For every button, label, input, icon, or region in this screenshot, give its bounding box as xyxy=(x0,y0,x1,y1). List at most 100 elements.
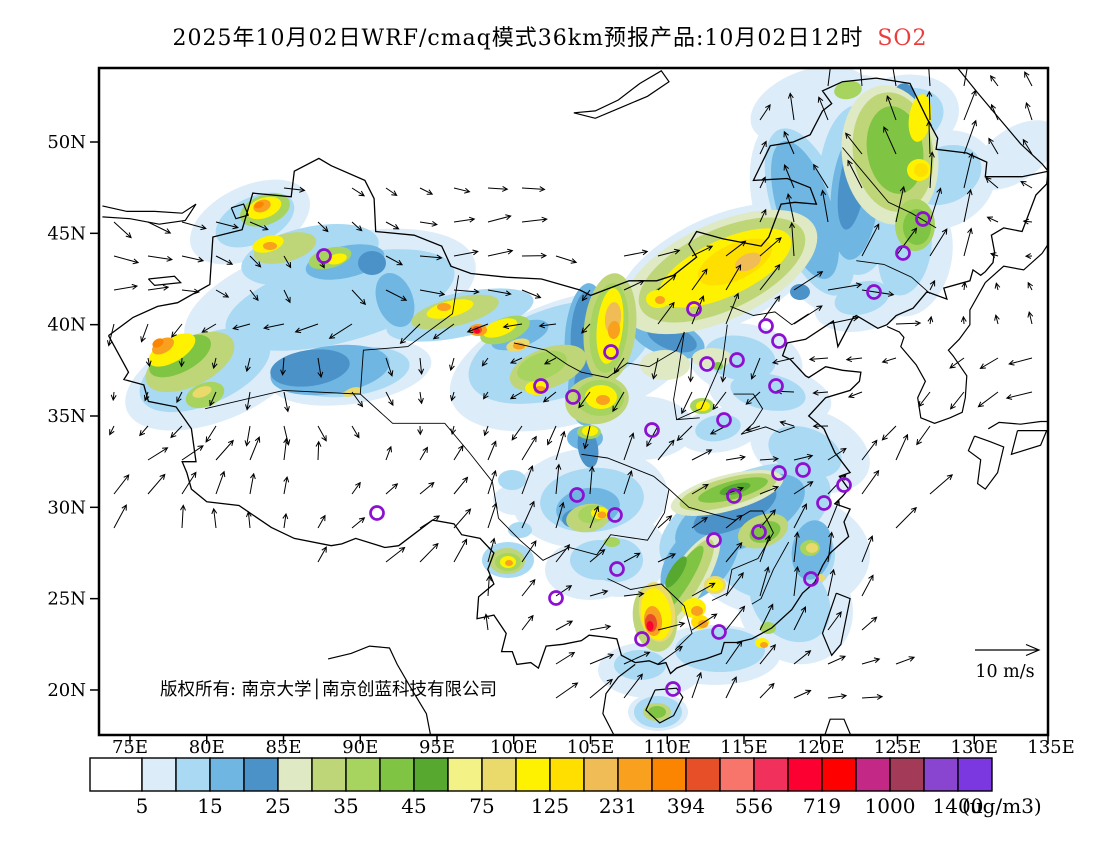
contour-blob xyxy=(768,425,842,479)
wind-arrow-icon xyxy=(140,323,149,343)
wind-arrow-icon xyxy=(419,254,443,261)
colorbar-tick-label: 15 xyxy=(197,794,222,818)
wind-arrow-icon xyxy=(555,501,565,529)
station-marker xyxy=(795,462,811,478)
contour-blob xyxy=(734,252,762,272)
wind-arrow-icon xyxy=(691,268,708,291)
wind-arrow-icon xyxy=(107,323,115,347)
wind-arrow-icon xyxy=(215,289,230,298)
wind-arrow-icon xyxy=(847,391,863,399)
colorbar-tick-label: 1400 xyxy=(933,794,984,818)
wind-arrow-icon xyxy=(453,444,464,461)
contour-blob xyxy=(508,522,532,538)
wind-arrow-icon xyxy=(927,315,934,325)
contour-blob xyxy=(375,272,415,328)
contour-blob xyxy=(760,642,768,648)
colorbar-tick-label: 25 xyxy=(265,794,290,818)
province-border-line xyxy=(668,488,774,601)
wind-arrow-icon xyxy=(509,391,523,400)
wind-arrow-icon xyxy=(170,425,183,439)
y-tick-label: 30N xyxy=(47,497,86,518)
colorbar-cell xyxy=(481,757,517,792)
wind-arrow-icon xyxy=(113,504,127,529)
wind-arrow-icon xyxy=(139,425,149,437)
station-marker xyxy=(836,477,852,493)
wind-arrow-icon xyxy=(582,425,591,450)
contour-blob xyxy=(691,606,703,616)
wind-arrow-icon xyxy=(181,471,197,495)
colorbar-tick-label: 75 xyxy=(469,794,494,818)
wind-arrow-icon xyxy=(989,252,999,258)
contour-blob xyxy=(498,470,526,490)
province-border-line xyxy=(673,331,700,421)
wind-arrow-icon xyxy=(779,420,795,427)
wind-arrow-icon xyxy=(385,221,400,230)
wind-arrow-icon xyxy=(827,282,863,291)
contour-blob xyxy=(148,333,196,367)
wind-arrow-icon xyxy=(283,186,306,193)
wind-arrow-icon xyxy=(215,221,239,230)
wind-arrow-icon xyxy=(181,221,207,231)
colorbar-cell xyxy=(583,757,619,792)
wind-arrow-icon xyxy=(385,546,406,563)
wind-arrow-icon xyxy=(555,255,578,264)
wind-arrow-icon xyxy=(691,613,718,631)
wind-arrow-icon xyxy=(215,255,234,265)
contour-blob xyxy=(482,318,518,338)
wind-arrow-icon xyxy=(555,585,573,597)
contour-blob xyxy=(327,253,347,265)
wind-arrow-icon xyxy=(988,137,999,155)
wind-arrow-icon xyxy=(486,575,492,597)
contour-blob xyxy=(640,350,690,380)
wind-arrow-icon xyxy=(181,255,205,263)
y-tick-label: 25N xyxy=(47,589,86,610)
wind-arrow-icon xyxy=(232,323,251,331)
wind-arrow-icon xyxy=(681,391,693,415)
wind-arrow-icon xyxy=(328,323,353,339)
wind-arrow-icon xyxy=(453,187,471,194)
wind-arrow-icon xyxy=(657,439,675,461)
contour-blob xyxy=(570,540,630,580)
contour-blob xyxy=(914,163,928,177)
contour-blob xyxy=(972,120,1048,190)
wind-arrow-icon xyxy=(817,96,829,121)
wind-arrow-icon xyxy=(977,391,999,408)
wind-arrow-icon xyxy=(786,193,795,223)
wind-arrow-icon xyxy=(827,531,835,563)
wind-arrow-icon xyxy=(589,678,614,699)
wind-arrow-icon xyxy=(808,356,829,362)
wind-arrow-icon xyxy=(623,249,649,257)
wind-arrow-icon xyxy=(623,280,645,291)
wind-arrow-icon xyxy=(725,640,743,665)
contour-blob xyxy=(655,296,665,304)
wind-arrow-icon xyxy=(113,283,139,291)
wind-arrow-icon xyxy=(113,255,140,265)
wind-arrow-icon xyxy=(589,505,600,529)
wind-arrow-icon xyxy=(176,391,183,404)
wind-arrow-icon xyxy=(793,531,800,563)
wind-arrow-icon xyxy=(827,611,842,631)
wind-arrow-icon xyxy=(725,514,743,529)
wind-arrow-icon xyxy=(861,535,874,563)
wind-arrow-icon xyxy=(249,255,262,268)
colorbar-cell xyxy=(345,757,381,792)
wind-arrow-icon xyxy=(181,445,204,461)
wind-arrow-icon xyxy=(555,544,571,563)
coastline xyxy=(886,282,986,424)
contour-blob xyxy=(604,537,620,547)
wind-arrow-icon xyxy=(283,289,291,304)
wind-arrow-icon xyxy=(691,245,714,257)
contour-blob xyxy=(675,628,765,672)
wind-arrow-icon xyxy=(986,216,999,223)
wind-arrow-icon xyxy=(949,391,965,410)
wind-arrow-icon xyxy=(657,621,686,631)
wind-arrow-icon xyxy=(759,176,766,189)
wind-arrow-icon xyxy=(994,282,1001,291)
colorbar-cell xyxy=(515,757,551,792)
province-border-line xyxy=(498,489,670,561)
x-tick-label: 100E xyxy=(490,737,538,758)
wind-arrow-icon xyxy=(521,216,548,223)
contour-blob xyxy=(908,94,932,142)
wind-arrow-icon xyxy=(691,582,716,597)
